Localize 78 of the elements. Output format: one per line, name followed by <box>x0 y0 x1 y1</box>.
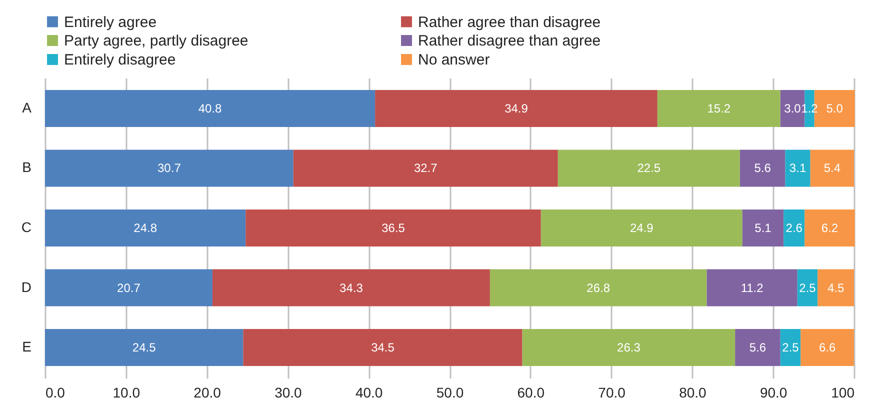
bar <box>45 209 246 247</box>
data-label: 24.8 <box>134 221 158 235</box>
data-label: 30.7 <box>158 161 182 176</box>
bar <box>45 150 294 187</box>
data-label: 22.5 <box>637 161 661 176</box>
bar <box>243 328 522 366</box>
legend-label: Rather disagree than agree <box>418 32 601 50</box>
y-tick-label: D <box>21 278 32 295</box>
bar <box>246 209 541 247</box>
data-label: 26.3 <box>617 340 641 355</box>
x-tick-label: 30.0 <box>274 384 302 400</box>
legend-label: Entirely agree <box>64 14 157 31</box>
bar <box>375 90 658 128</box>
data-label: 32.7 <box>414 161 438 176</box>
bar <box>800 328 854 366</box>
data-label: 5.1 <box>754 221 772 235</box>
x-tick-label: 20.0 <box>194 384 222 400</box>
y-tick-label: E <box>22 338 32 355</box>
data-label: 3.1 <box>789 161 806 176</box>
bar <box>540 209 742 247</box>
x-tick-label: 80.0 <box>679 384 707 400</box>
x-tick-label: 50.0 <box>436 384 464 400</box>
data-label: 26.8 <box>586 280 610 295</box>
data-label: 15.2 <box>707 101 731 116</box>
y-tick-label: B <box>22 159 32 176</box>
legend-label: Party agree, partly disagree <box>64 32 248 50</box>
y-tick-label: A <box>22 99 32 116</box>
bar <box>293 150 558 187</box>
data-label: 34.9 <box>504 101 528 116</box>
data-label: 36.5 <box>382 221 406 235</box>
bar <box>706 269 798 306</box>
data-label: 2.5 <box>799 280 816 295</box>
legend-label: Entirely disagree <box>64 52 176 68</box>
x-tick-label: 40.0 <box>355 384 383 400</box>
data-label: 3.0 <box>784 101 802 116</box>
data-label: 20.7 <box>117 280 141 295</box>
data-label: 5.0 <box>826 101 844 116</box>
data-label: 34.3 <box>340 280 364 295</box>
data-label: 6.6 <box>818 340 836 355</box>
bar <box>780 328 801 366</box>
bar <box>735 328 780 366</box>
data-label: 11.2 <box>740 280 764 295</box>
data-label: 24.5 <box>132 340 156 355</box>
legend-label: Rather agree than disagree <box>418 14 601 31</box>
bar <box>740 150 786 187</box>
bar <box>804 209 855 247</box>
bar <box>810 150 854 187</box>
x-tick-label: 100 <box>831 384 855 400</box>
data-label: 5.6 <box>749 340 766 355</box>
data-label: 6.2 <box>821 221 838 235</box>
bar <box>45 90 376 128</box>
bar <box>784 209 805 247</box>
bar <box>785 150 810 187</box>
bar <box>212 269 490 306</box>
bar <box>742 209 784 247</box>
data-label: 24.9 <box>630 221 654 235</box>
bar <box>657 90 780 128</box>
data-label: 2.6 <box>786 221 803 235</box>
bar <box>522 328 736 366</box>
data-label: 5.6 <box>754 161 772 176</box>
x-tick-label: 90.0 <box>760 384 788 400</box>
y-tick-label: C <box>21 219 32 235</box>
x-tick-label: 70.0 <box>598 384 626 400</box>
x-tick-label: 10.0 <box>112 384 140 400</box>
data-label: 4.5 <box>827 280 844 295</box>
bar <box>45 269 212 306</box>
x-tick-label: 0.0 <box>46 384 66 400</box>
data-label: 5.4 <box>824 161 841 176</box>
x-tick-label: 60.0 <box>517 384 545 400</box>
bar <box>797 269 818 306</box>
bar <box>490 269 707 306</box>
bar <box>818 269 854 306</box>
data-label: 34.5 <box>371 340 395 355</box>
legend-label: No answer <box>418 52 490 68</box>
data-label: 2.5 <box>782 340 800 355</box>
bar <box>558 150 740 187</box>
bar <box>45 328 244 366</box>
data-label: 40.8 <box>198 101 222 116</box>
